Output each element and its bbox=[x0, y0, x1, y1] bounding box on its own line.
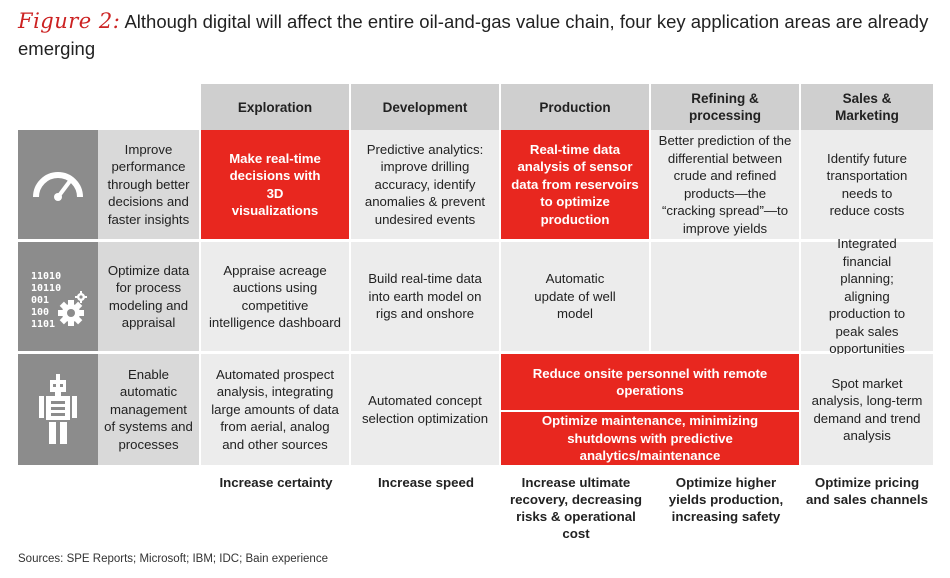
predictive-maintenance-banner: Optimize maintenance, minimizing shutdow… bbox=[501, 412, 799, 465]
column-header-sales: Sales & Marketing bbox=[801, 84, 933, 130]
outcome-exploration: Increase certainty bbox=[219, 475, 333, 490]
svg-text:100: 100 bbox=[31, 307, 49, 318]
column-header-refining: Refining & processing bbox=[651, 84, 801, 130]
figure-label: Figure 2: bbox=[18, 9, 121, 33]
cell-refining-performance: Better prediction of the differential be… bbox=[651, 130, 801, 242]
svg-text:10110: 10110 bbox=[31, 283, 61, 294]
figure-title: Figure 2: Although digital will affect t… bbox=[18, 8, 938, 62]
header-spacer bbox=[18, 84, 201, 130]
figure-title-text: Although digital will affect the entire … bbox=[18, 11, 929, 59]
row-label-data: Optimize data for process modeling and a… bbox=[98, 242, 201, 354]
outcome-development: Increase speed bbox=[377, 475, 475, 490]
cell-development-automation: Automated concept selection optimization bbox=[351, 354, 501, 468]
row-label-performance: Improve performance through better decis… bbox=[98, 130, 201, 242]
outcome-sales: Optimize pricing and sales channels bbox=[806, 475, 928, 507]
binary-gear-icon: 11010 10110 001 100 1101 bbox=[18, 242, 98, 354]
robot-icon bbox=[18, 354, 98, 468]
cell-sales-performance: Identify future transportation needs to … bbox=[801, 130, 933, 242]
sources-note: Sources: SPE Reports; Microsoft; IBM; ID… bbox=[18, 553, 328, 565]
cell-refining-data bbox=[651, 242, 801, 354]
gauge-icon bbox=[18, 130, 98, 242]
svg-text:1101: 1101 bbox=[31, 319, 55, 327]
cell-development-data: Build real-time data into earth model on… bbox=[351, 242, 501, 354]
cell-sales-data: Integrated financial planning; aligning … bbox=[801, 236, 933, 356]
cell-exploration-automation: Automated prospect analysis, integrating… bbox=[201, 354, 351, 468]
column-header-production: Production bbox=[501, 84, 651, 130]
cell-exploration-data: Appraise acreage auctions using competit… bbox=[201, 242, 351, 354]
row-label-automation: Enable automatic management of systems a… bbox=[98, 354, 201, 468]
cell-production-data: Automatic update of well model bbox=[501, 242, 651, 354]
column-header-exploration: Exploration bbox=[201, 84, 351, 130]
production-refining-automation-span: Reduce onsite personnel with remote oper… bbox=[501, 354, 801, 468]
outcome-refining: Optimize higher yields production, incre… bbox=[668, 475, 784, 524]
outcome-production: Increase ultimate recovery, decreasing r… bbox=[509, 475, 643, 541]
cell-production-performance: Real-time data analysis of sensor data f… bbox=[501, 130, 651, 242]
outcome-spacer bbox=[18, 468, 201, 532]
cell-development-performance: Predictive analytics: improve drilling a… bbox=[351, 130, 501, 242]
cell-sales-automation: Spot market analysis, long-term demand a… bbox=[801, 354, 933, 468]
column-header-development: Development bbox=[351, 84, 501, 130]
svg-text:11010: 11010 bbox=[31, 271, 61, 282]
cell-exploration-performance: Make real-time decisions with 3D visuali… bbox=[201, 130, 351, 242]
svg-text:001: 001 bbox=[31, 295, 49, 306]
value-chain-matrix: Exploration Development Production Refin… bbox=[18, 84, 933, 541]
remote-operations-banner: Reduce onsite personnel with remote oper… bbox=[501, 354, 799, 412]
